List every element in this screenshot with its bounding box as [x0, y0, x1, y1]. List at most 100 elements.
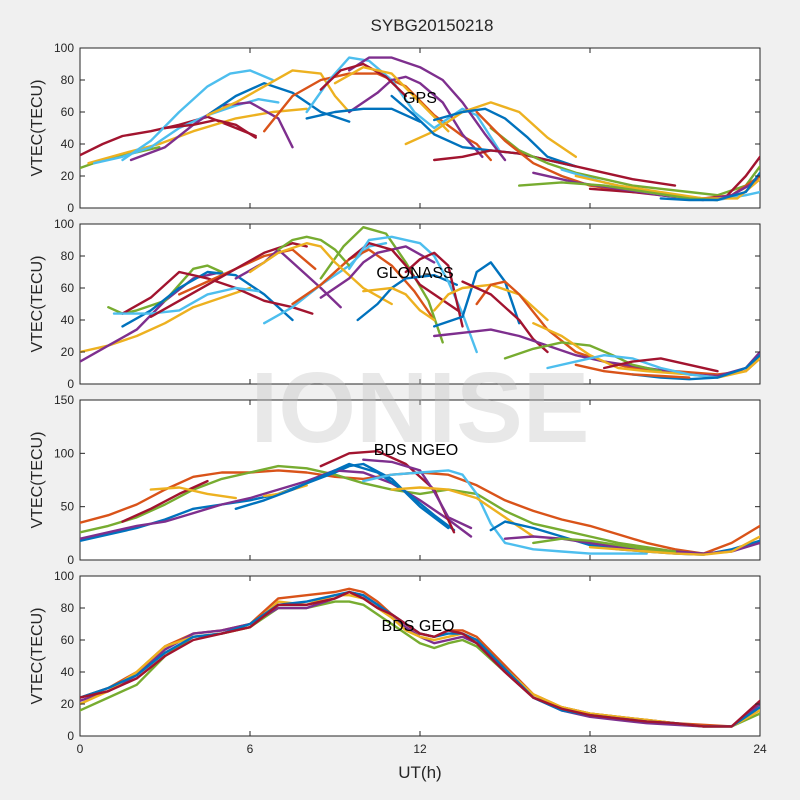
- series-line-30: [631, 354, 760, 381]
- series-line-7: [163, 118, 257, 139]
- series-line-11: [362, 469, 648, 555]
- y-tick-label: 20: [61, 697, 75, 711]
- series-line-26: [503, 341, 662, 373]
- y-axis-label: VTEC(TECU): [29, 432, 46, 529]
- y-tick-label: 40: [61, 137, 75, 151]
- series-line-28: [659, 171, 760, 202]
- series-group: [80, 226, 760, 381]
- y-tick-label: 60: [61, 105, 75, 119]
- series-line-27: [532, 322, 760, 379]
- y-tick-label: 100: [54, 217, 74, 231]
- series-line-6: [149, 486, 237, 500]
- x-axis-label: UT(h): [398, 763, 441, 782]
- y-tick-label: 150: [54, 393, 74, 407]
- series-line-16: [333, 66, 450, 133]
- series-line-12: [291, 248, 436, 322]
- figure-title: SYBG20150218: [371, 16, 494, 35]
- series-group: [80, 450, 760, 556]
- series-line-20: [404, 251, 464, 328]
- y-axis-label: VTEC(TECU): [29, 256, 46, 353]
- series-line-10: [263, 242, 388, 325]
- series-line-5: [121, 69, 274, 162]
- y-tick-label: 20: [61, 169, 75, 183]
- series-line-10: [362, 458, 473, 530]
- series-line-14: [248, 242, 393, 306]
- panel-2: 0 20 40 60 80 100 VTEC(TECU) GLONASS: [29, 217, 761, 391]
- series-line-9: [206, 69, 351, 117]
- series-line-17: [404, 101, 577, 158]
- series-line-28: [546, 354, 719, 379]
- series-line-29: [603, 357, 719, 373]
- y-tick-label: 80: [61, 249, 75, 263]
- series-line-12: [390, 486, 535, 538]
- series-line-5: [121, 270, 314, 315]
- series-line-12: [348, 75, 484, 158]
- y-tick-label: 50: [61, 500, 75, 514]
- y-tick-label: 20: [61, 345, 75, 359]
- series-line-21: [433, 261, 521, 328]
- series-line-14: [319, 62, 407, 98]
- axes-box: [79, 575, 761, 737]
- x-tick-label: 18: [583, 742, 597, 756]
- y-tick-label: 80: [61, 601, 75, 615]
- series-line-27: [518, 181, 719, 202]
- x-tick-label: 6: [247, 742, 254, 756]
- series-line-7: [178, 248, 317, 296]
- series-group: [80, 56, 760, 202]
- series-line-3: [87, 107, 308, 165]
- panel-3: 0 50 100 150 VTEC(TECU) BDS NGEO: [29, 393, 761, 567]
- y-axis-label: VTEC(TECU): [29, 80, 46, 177]
- y-tick-label: 40: [61, 313, 75, 327]
- y-tick-label: 0: [67, 201, 74, 215]
- y-tick-label: 100: [54, 41, 74, 55]
- y-tick-label: 0: [67, 553, 74, 567]
- series-line-15: [532, 537, 677, 553]
- series-line-17: [356, 274, 458, 322]
- watermark: IONISE: [251, 352, 590, 464]
- series-line-13: [319, 226, 444, 344]
- series-line-26: [574, 174, 760, 200]
- system-annotation: GLONASS: [376, 265, 453, 282]
- y-tick-label: 0: [67, 377, 74, 391]
- system-annotation: BDS NGEO: [374, 442, 458, 459]
- y-tick-label: 60: [61, 633, 75, 647]
- series-line-19: [362, 286, 436, 322]
- x-tick-label: 24: [753, 742, 767, 756]
- series-group: [80, 587, 760, 728]
- panel-4: 0 20 40 60 80 100 0 6 12 18 24 VTEC(TECU) BDS GEO: [29, 569, 767, 756]
- panel-1: 0 20 40 60 80 100 VTEC(TECU) GPS: [29, 41, 761, 215]
- series-line-21: [489, 126, 760, 197]
- y-axis-label: VTEC(TECU): [29, 608, 46, 705]
- x-tick-label: 12: [413, 742, 427, 756]
- series-line-16: [588, 535, 760, 556]
- series-line-3: [80, 590, 760, 728]
- system-annotation: BDS GEO: [382, 618, 455, 635]
- series-line-4: [121, 270, 294, 328]
- axes-box: [79, 399, 761, 561]
- series-line-8: [149, 242, 308, 318]
- series-line-6: [80, 590, 760, 728]
- series-line-15: [305, 107, 422, 123]
- y-tick-label: 60: [61, 281, 75, 295]
- series-line-5: [121, 479, 209, 523]
- y-tick-label: 0: [67, 729, 74, 743]
- y-tick-label: 100: [54, 446, 74, 460]
- series-line-16: [348, 242, 464, 315]
- series-line-19: [433, 107, 577, 168]
- series-line-13: [348, 56, 507, 162]
- y-tick-label: 80: [61, 73, 75, 87]
- series-line-31: [574, 363, 691, 379]
- y-tick-label: 100: [54, 569, 74, 583]
- series-line-4: [93, 98, 280, 165]
- series-line-18: [348, 235, 478, 354]
- series-line-6: [112, 286, 260, 315]
- series-line-2: [80, 146, 161, 170]
- series-line-15: [319, 245, 436, 299]
- x-tick-label: 0: [77, 742, 84, 756]
- y-tick-label: 40: [61, 665, 75, 679]
- series-line-11: [277, 235, 351, 267]
- system-annotation: GPS: [403, 90, 437, 107]
- series-line-8: [234, 462, 456, 532]
